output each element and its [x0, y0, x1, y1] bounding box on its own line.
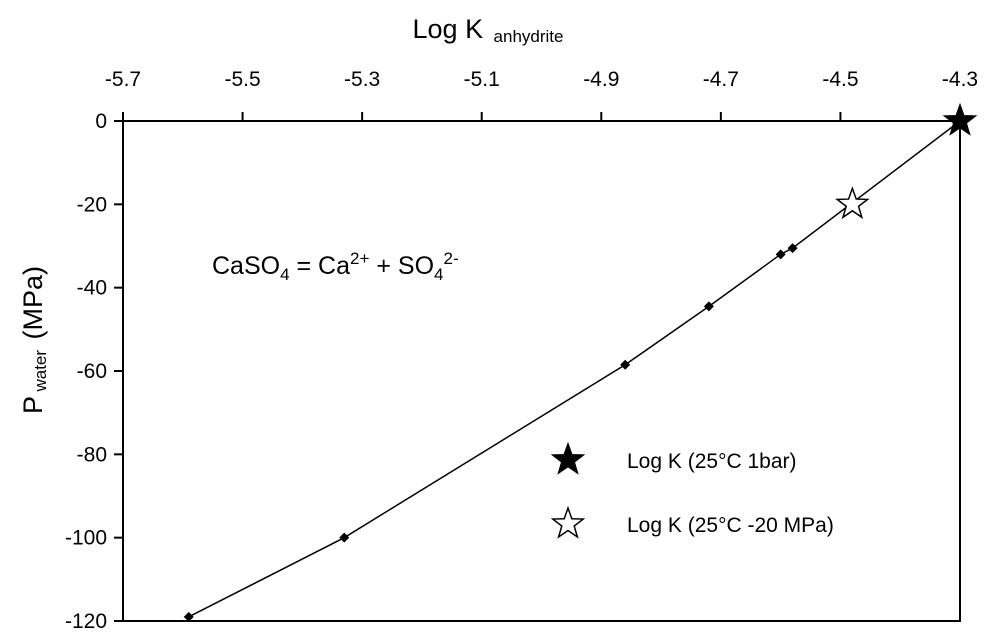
y-tick-label: 0 — [95, 110, 107, 133]
x-tick-label: -4.3 — [942, 68, 978, 91]
data-point — [183, 611, 194, 622]
data-point — [703, 301, 714, 312]
legend-label: Log K (25°C 1bar) — [627, 450, 797, 473]
filled-star-point — [942, 102, 978, 136]
y-ticks: 0 -20 -40 -60 -80 -100 -120 — [65, 110, 123, 633]
y-tick-label: -100 — [65, 527, 107, 550]
y-axis-title-unit: (MPa) — [18, 266, 48, 340]
eq-base1: CaSO — [212, 252, 280, 280]
eq-sup2: 2- — [444, 249, 459, 268]
eq-mid2: + SO — [369, 252, 434, 280]
x-tick-label: -4.9 — [583, 68, 619, 91]
legend-filled-star-icon — [550, 441, 586, 475]
reaction-equation: CaSO4 = Ca2+ + SO42- — [212, 249, 459, 284]
data-point — [775, 249, 786, 260]
x-tick-label: -5.3 — [344, 68, 380, 91]
legend: Log K (25°C 1bar) Log K (25°C -20 MPa) — [550, 441, 834, 539]
data-point — [787, 243, 798, 254]
open-star-point — [835, 186, 870, 220]
x-ticks: -5.7 -5.5 -5.3 -5.1 -4.9 -4.7 -4.5 -4.3 — [105, 68, 978, 121]
series-layer — [183, 116, 965, 622]
x-tick-label: -5.1 — [464, 68, 500, 91]
x-axis-title-main: Log K — [413, 14, 484, 44]
eq-mid1: = Ca — [290, 252, 351, 280]
series-line — [188, 120, 961, 618]
y-axis-title-sub: water — [31, 350, 50, 393]
y-axis-title: P water (MPa) — [18, 266, 50, 414]
legend-open-star-icon — [550, 505, 586, 539]
x-axis-title-sub: anhydrite — [494, 27, 564, 46]
data-point — [339, 532, 350, 543]
x-tick-label: -5.5 — [224, 68, 260, 91]
eq-sup1: 2+ — [350, 249, 369, 268]
highlight-layer — [835, 102, 978, 220]
x-tick-label: -5.7 — [105, 68, 141, 91]
x-axis-title: Log K anhydrite — [413, 14, 564, 46]
plot-frame — [122, 120, 961, 622]
y-tick-label: -20 — [77, 193, 107, 216]
eq-sub2: 4 — [434, 265, 443, 284]
data-point — [620, 359, 631, 370]
x-tick-label: -4.7 — [703, 68, 739, 91]
y-axis-title-main: P — [18, 396, 48, 414]
x-tick-label: -4.5 — [822, 68, 858, 91]
eq-sub1: 4 — [280, 265, 289, 284]
y-tick-label: -80 — [77, 443, 107, 466]
y-tick-label: -60 — [77, 360, 107, 383]
y-tick-label: -120 — [65, 610, 107, 633]
legend-label: Log K (25°C -20 MPa) — [627, 514, 834, 537]
y-tick-label: -40 — [77, 277, 107, 300]
